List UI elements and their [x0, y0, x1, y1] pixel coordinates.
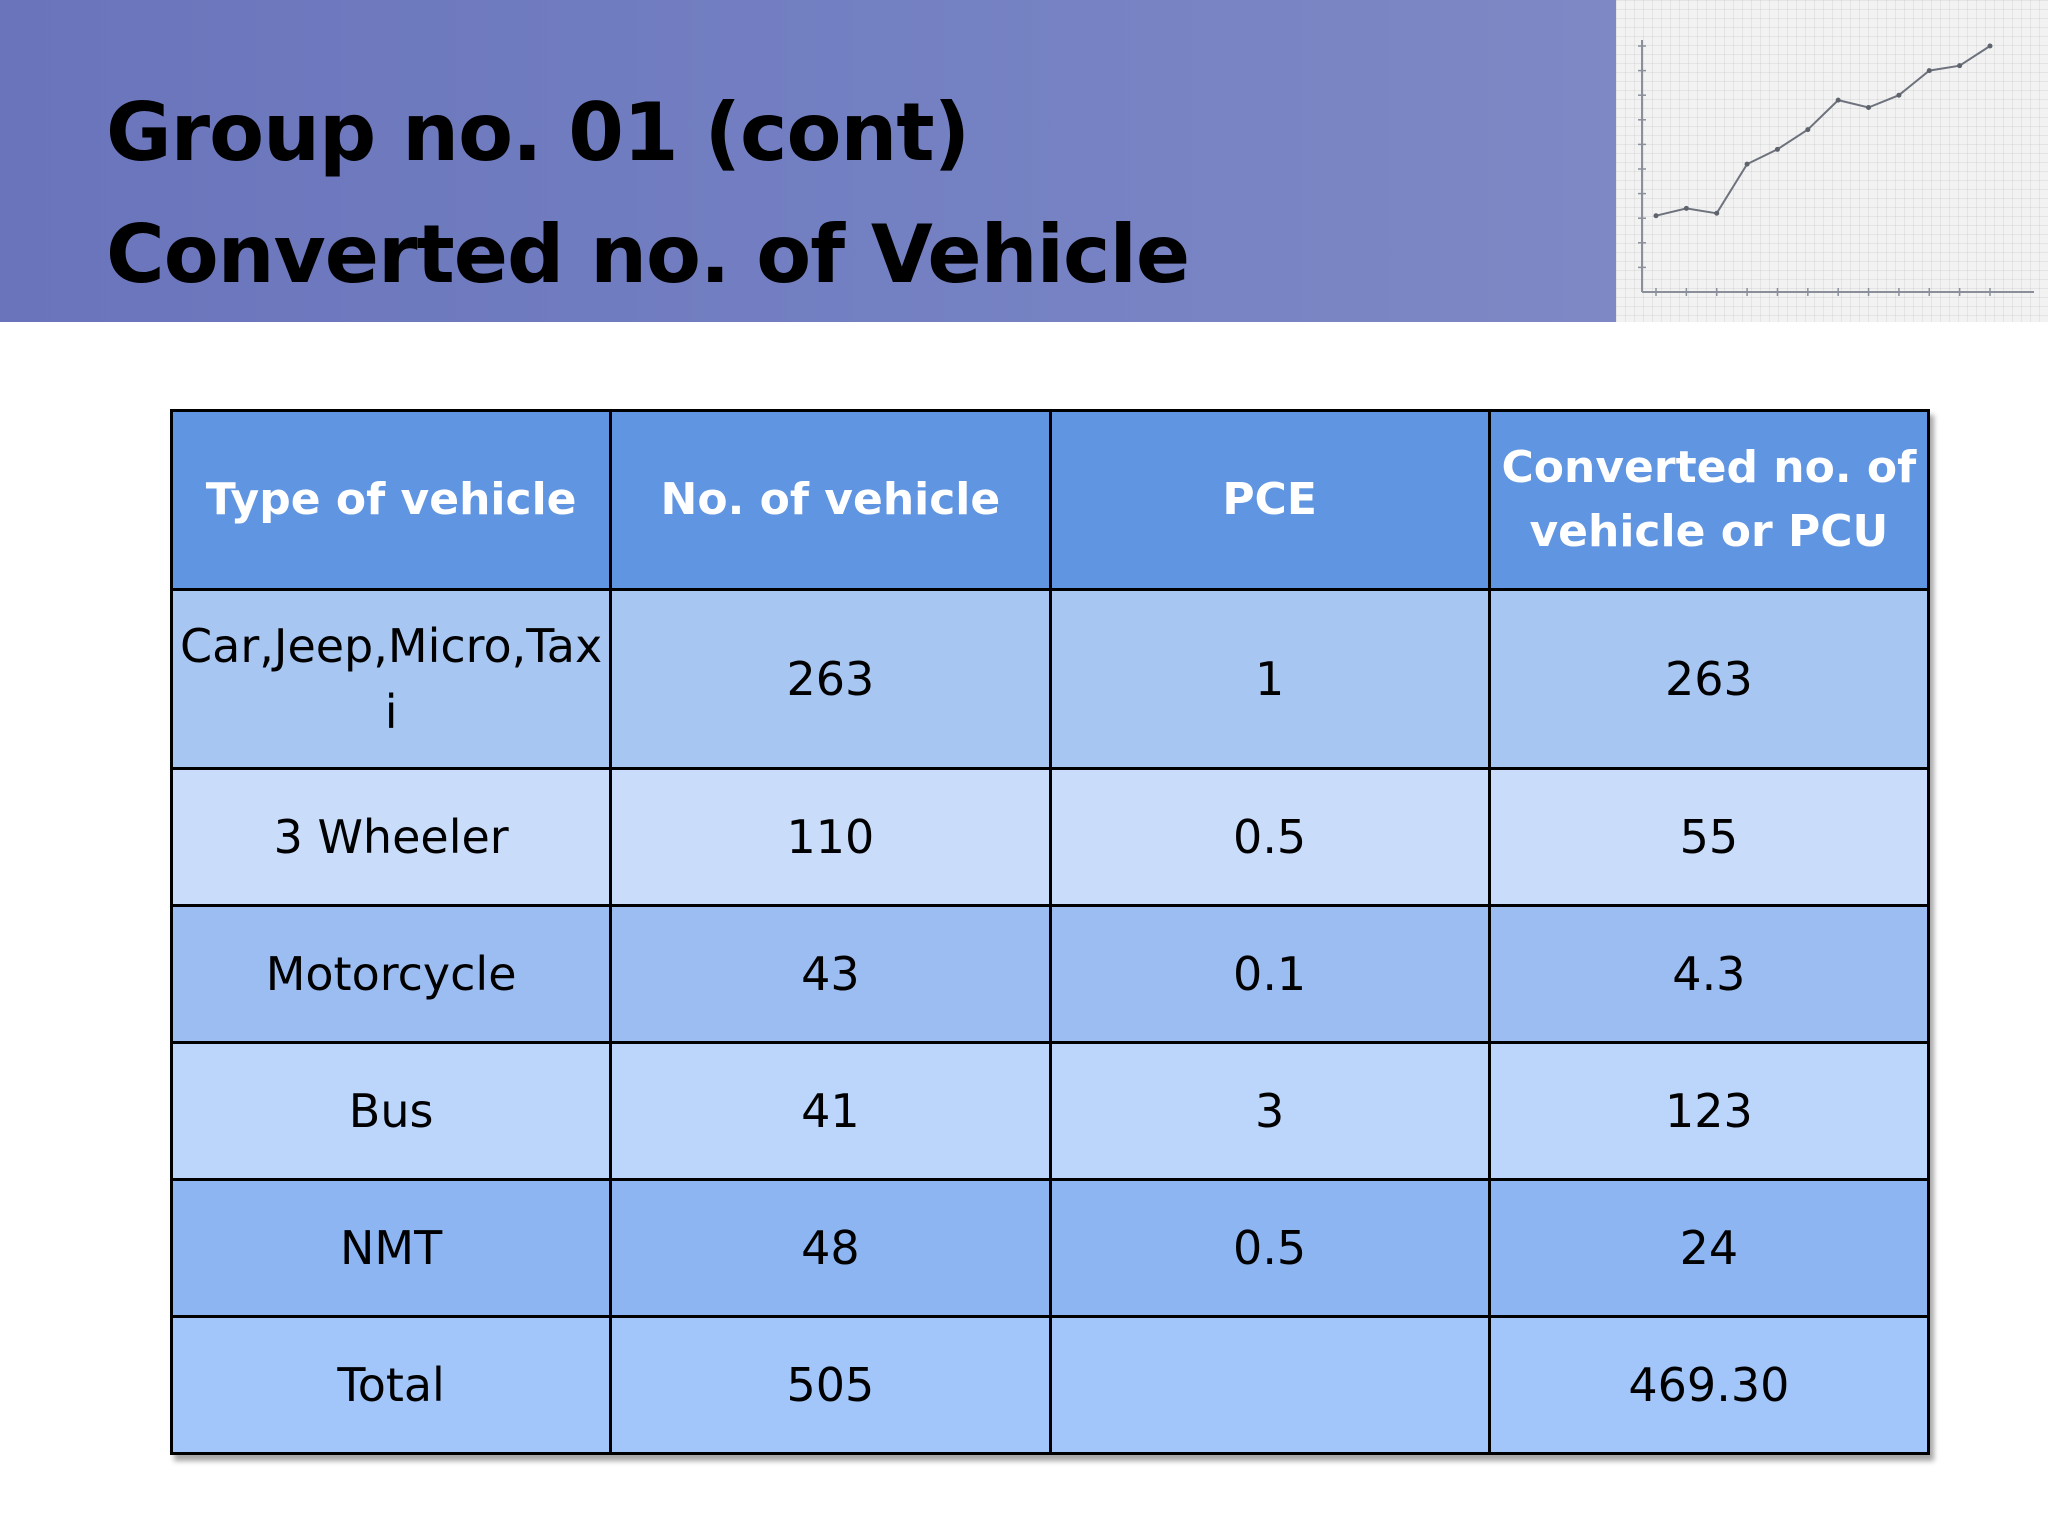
graph-point [1774, 146, 1780, 152]
graph-point [1957, 63, 1963, 69]
table-row: Bus 41 3 123 [169, 1041, 1931, 1181]
graph-point [1987, 43, 1993, 49]
cell-vehicle-count: 263 [609, 588, 1052, 770]
cell-pce: 3 [1048, 1041, 1491, 1181]
cell-vehicle-type: Car,Jeep,Micro,Taxi [169, 588, 613, 770]
slide-title-line-2: Converted no. of Vehicle [106, 208, 1190, 301]
graph-point [1714, 210, 1720, 216]
cell-total-label: Total [169, 1315, 613, 1455]
cell-pcu: 4.3 [1487, 904, 1931, 1044]
cell-total-pcu: 469.30 [1487, 1315, 1931, 1455]
cell-pce: 0.5 [1048, 767, 1491, 907]
cell-pcu: 24 [1487, 1178, 1931, 1318]
cell-vehicle-count: 110 [609, 767, 1052, 907]
header-converted-pcu: Converted no. of vehicle or PCU [1487, 409, 1931, 591]
table-row: Car,Jeep,Micro,Taxi 263 1 263 [169, 588, 1931, 770]
graph-point [1683, 205, 1689, 211]
cell-vehicle-type: Bus [169, 1041, 613, 1181]
cell-vehicle-type: Motorcycle [169, 904, 613, 1044]
graph-point [1896, 92, 1902, 98]
cell-vehicle-count: 41 [609, 1041, 1052, 1181]
cell-vehicle-type: NMT [169, 1178, 613, 1318]
graph-point [1744, 161, 1750, 167]
cell-total-pce [1048, 1315, 1491, 1455]
graph-point [1926, 68, 1932, 74]
cell-pce: 0.5 [1048, 1178, 1491, 1318]
cell-pcu: 123 [1487, 1041, 1931, 1181]
table-row: NMT 48 0.5 24 [169, 1178, 1931, 1318]
cell-pcu: 55 [1487, 767, 1931, 907]
cell-pcu: 263 [1487, 588, 1931, 770]
graph-points [1653, 43, 1993, 219]
slide-title-line-1: Group no. 01 (cont) [106, 86, 970, 179]
vehicle-conversion-table: Type of vehicle No. of vehicle PCE Conve… [169, 409, 1931, 1455]
graph-point [1866, 105, 1872, 110]
line-graph-photo [1616, 0, 2048, 322]
slide-title: Group no. 01 (cont) Converted no. of Veh… [106, 72, 1190, 316]
header-type-of-vehicle: Type of vehicle [169, 409, 613, 591]
graph-point [1835, 97, 1841, 103]
cell-pce: 0.1 [1048, 904, 1491, 1044]
graph-point [1805, 127, 1811, 133]
cell-vehicle-type: 3 Wheeler [169, 767, 613, 907]
header-no-of-vehicle: No. of vehicle [609, 409, 1052, 591]
title-banner: Group no. 01 (cont) Converted no. of Veh… [0, 0, 1616, 322]
cell-total-vehicles: 505 [609, 1315, 1052, 1455]
graph-point [1653, 213, 1659, 219]
table-header-row: Type of vehicle No. of vehicle PCE Conve… [169, 409, 1931, 591]
table-row: Motorcycle 43 0.1 4.3 [169, 904, 1931, 1044]
graph-ticks [1638, 45, 1991, 296]
table-row: 3 Wheeler 110 0.5 55 [169, 767, 1931, 907]
line-graph-sketch [1638, 40, 2034, 296]
cell-vehicle-count: 43 [609, 904, 1052, 1044]
cell-vehicle-count: 48 [609, 1178, 1052, 1318]
graph-series-line [1655, 45, 1991, 217]
header-pce: PCE [1048, 409, 1491, 591]
table-total-row: Total 505 469.30 [169, 1315, 1931, 1455]
cell-pce: 1 [1048, 588, 1491, 770]
